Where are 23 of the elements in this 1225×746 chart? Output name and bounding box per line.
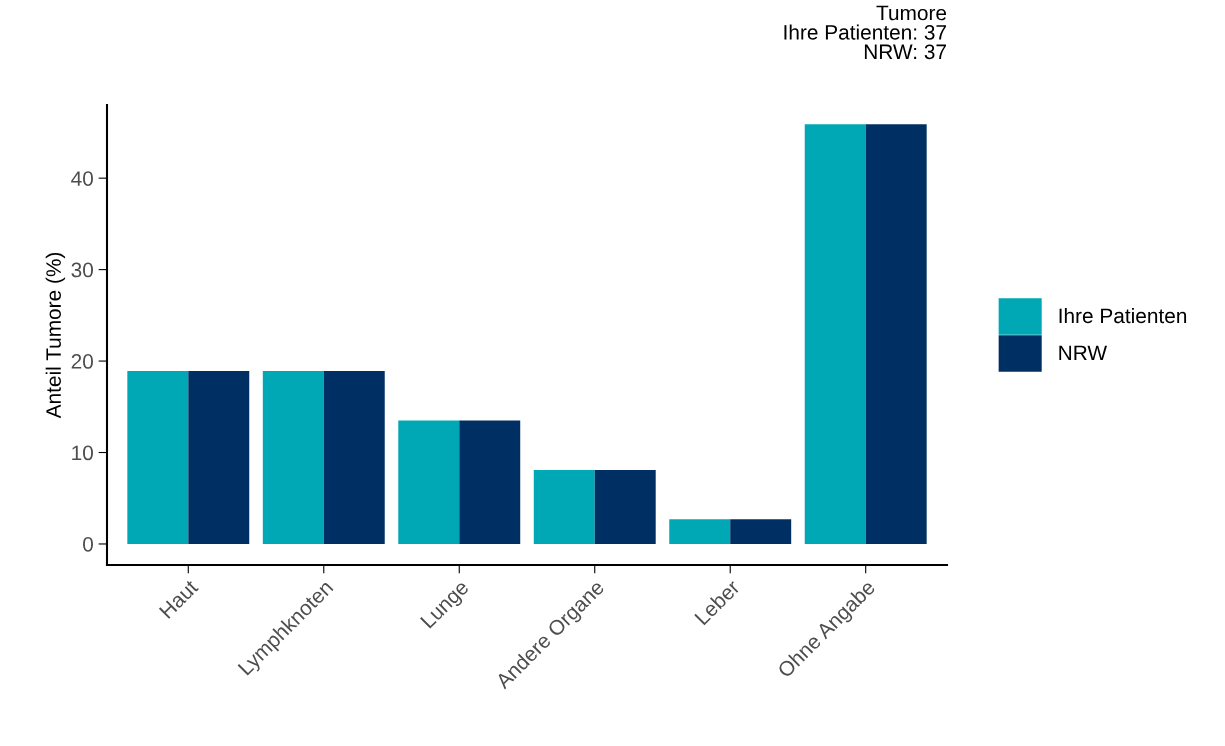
y-tick-label: 0 [83, 536, 93, 552]
y-tick-label: 10 [72, 445, 93, 461]
legend-label: NRW [1059, 345, 1107, 360]
y-tick-label: 40 [71, 171, 93, 186]
legend-label: Ihre Patienten [1059, 307, 1187, 324]
bar [804, 124, 866, 544]
bar [669, 519, 731, 544]
bar [188, 371, 250, 544]
bar [730, 519, 792, 544]
bar [533, 469, 595, 544]
bar [127, 371, 189, 544]
y-axis-title: Anteil Tumore (%) [45, 252, 66, 419]
bar [323, 371, 385, 544]
bar [459, 420, 521, 544]
bar [594, 469, 656, 544]
text: Ihre Patienten: 37 [784, 24, 946, 40]
text: NRW: 37 [864, 44, 946, 60]
y-tick-label: 30 [71, 262, 93, 278]
y-tick-label: 20 [71, 354, 93, 369]
bar [865, 124, 927, 544]
bar [398, 420, 460, 544]
chart-title: Tumore [876, 5, 947, 21]
bar [262, 371, 324, 544]
